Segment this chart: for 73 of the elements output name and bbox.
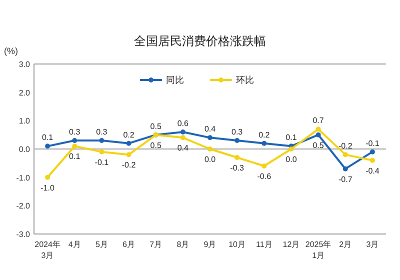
point [262, 140, 267, 146]
data-label: 0.1 [286, 133, 298, 142]
point [72, 144, 78, 149]
x-tick-label: 5月 [95, 240, 108, 249]
data-label: 0.1 [69, 152, 81, 162]
legend-label: 同比 [166, 75, 184, 85]
data-label: -1.0 [40, 183, 55, 192]
data-label: 0.6 [177, 119, 190, 128]
point [316, 126, 321, 132]
point [99, 149, 104, 154]
data-label: 0.3 [96, 128, 108, 136]
data-label: -0.1 [366, 138, 380, 148]
x-tick-label: 9月 [204, 240, 216, 249]
data-label: 0.5 [312, 140, 324, 150]
data-label: -0.2 [122, 160, 136, 170]
x-tick-label: 8月 [176, 240, 190, 249]
point [45, 174, 50, 180]
point [370, 149, 375, 154]
y-tick-label: 2.0 [18, 88, 31, 98]
data-label: 0.5 [150, 122, 162, 131]
y-tick-label: -2.0 [16, 202, 31, 211]
point [180, 135, 186, 140]
data-label: 0.0 [286, 155, 298, 164]
point [45, 144, 50, 149]
data-label: 0.1 [42, 133, 54, 142]
point [234, 155, 240, 160]
point [342, 166, 348, 172]
data-label: -0.1 [94, 158, 110, 167]
chart-title: 全国居民消费价格涨跌幅 [134, 34, 266, 48]
data-label: 0.0 [204, 155, 216, 164]
y-tick-label: 0.0 [18, 145, 31, 154]
y-tick-label: 3.0 [18, 60, 31, 69]
point [72, 138, 78, 143]
data-label: -0.3 [230, 164, 245, 172]
x-tick-label: 3月 [366, 240, 379, 249]
point [262, 164, 267, 168]
x-tick-label: 4月 [68, 240, 81, 249]
point [126, 140, 132, 146]
point [370, 158, 375, 163]
y-axis-title: (%) [4, 46, 18, 56]
point [234, 138, 240, 143]
y-tick-label: 1.0 [18, 116, 31, 126]
data-label: 0.4 [204, 124, 216, 134]
point [99, 138, 104, 143]
x-tick-label: 2024年 3月 [34, 240, 60, 260]
data-label: 0.3 [232, 128, 244, 136]
point [288, 146, 294, 152]
data-label: -0.6 [257, 172, 272, 181]
y-tick-label: -3.0 [16, 230, 31, 239]
x-tick-label: 11月 [256, 240, 272, 249]
y-tick-label: -1.0 [16, 173, 31, 182]
data-label: -0.4 [366, 166, 380, 176]
data-label: -0.7 [338, 174, 353, 184]
x-tick-label: 12月 [282, 240, 300, 249]
data-label: 0.3 [69, 128, 81, 136]
x-tick-label: 6月 [122, 240, 135, 249]
data-label: 0.5 [150, 140, 162, 150]
point [208, 146, 212, 152]
data-label: 0.4 [177, 144, 190, 153]
legend-label: 环比 [236, 75, 254, 85]
x-tick-label: 10月 [228, 240, 246, 249]
x-tick-label: 2025年 1月 [305, 240, 332, 260]
x-tick-label: 7月 [150, 240, 162, 249]
data-label: 0.2 [258, 130, 270, 140]
point [342, 152, 348, 158]
point [208, 135, 212, 140]
data-label: 0.7 [312, 116, 324, 126]
point [316, 132, 321, 138]
point [126, 152, 132, 158]
x-tick-label: 2月 [339, 240, 352, 249]
point [180, 130, 186, 134]
data-label: 0.2 [123, 130, 135, 140]
data-label: -0.2 [338, 142, 353, 151]
